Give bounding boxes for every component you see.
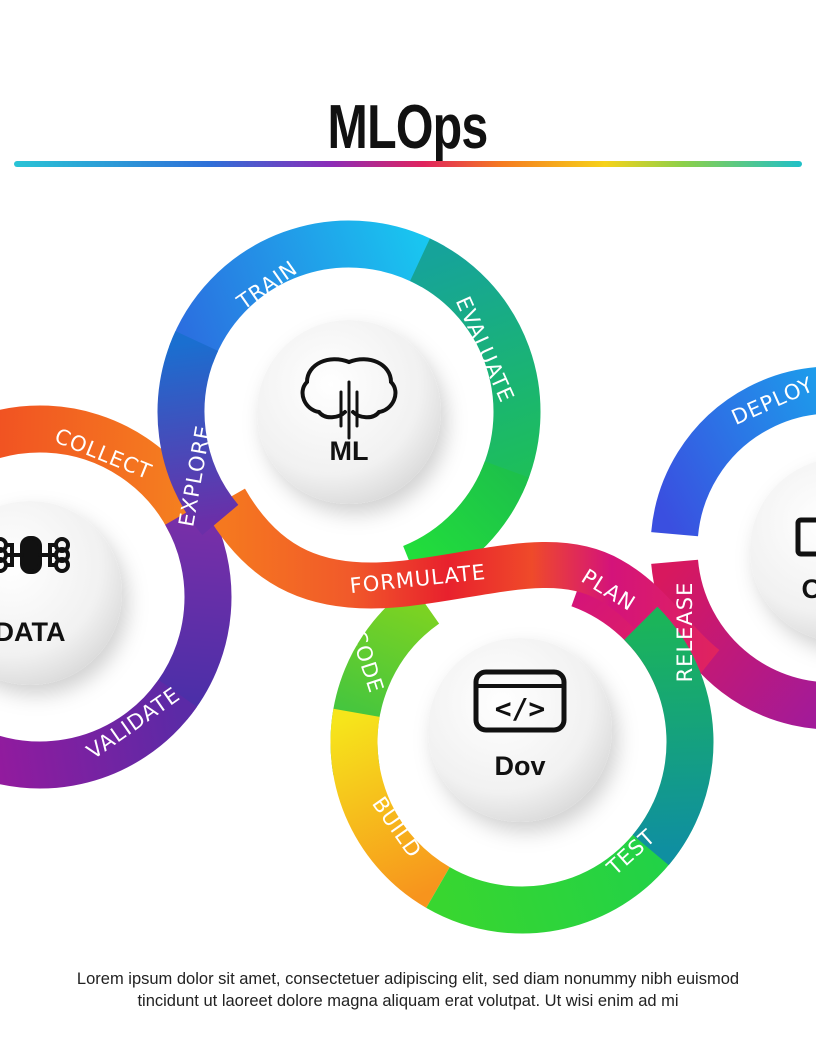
arc-data-right	[150, 501, 232, 721]
hub-label: Dov	[494, 751, 545, 781]
caption: Lorem ipsum dolor sit amet, consectetuer…	[0, 968, 816, 1012]
hub-o: O	[722, 432, 816, 668]
arc-evaluate	[409, 238, 541, 493]
arc-collect	[0, 405, 214, 537]
hub-dov: </> Dov	[400, 610, 640, 850]
gradient-divider	[14, 161, 802, 167]
arc-build	[330, 708, 451, 908]
arc-deploy	[651, 367, 816, 537]
hub-label: ML	[330, 436, 369, 466]
arc-ops-bottom	[651, 559, 816, 729]
operator-monitor-icon	[795, 517, 816, 557]
svg-text:</>: </>	[495, 692, 546, 725]
hub-ml: ML	[229, 292, 469, 532]
arc-train	[169, 220, 445, 364]
title-text: MLOps	[327, 93, 489, 162]
hub-data: DATA	[0, 473, 150, 713]
data-network-icon	[0, 536, 70, 574]
hub-label: DATA	[0, 617, 65, 647]
brain-circuit-icon	[300, 357, 398, 440]
arc-explore	[157, 331, 239, 536]
caption-line-1: Lorem ipsum dolor sit amet, consectetuer…	[76, 970, 740, 988]
arc-validate	[0, 679, 197, 789]
hub-label: O	[801, 574, 816, 604]
page-title: MLOps	[0, 92, 816, 163]
arc-release	[623, 606, 714, 866]
code-window-icon: </>	[473, 669, 567, 733]
stage-label-release: RELEASE	[673, 582, 697, 683]
caption-line-2: tincidunt ut laoreet dolore magna aliqua…	[137, 992, 679, 1010]
